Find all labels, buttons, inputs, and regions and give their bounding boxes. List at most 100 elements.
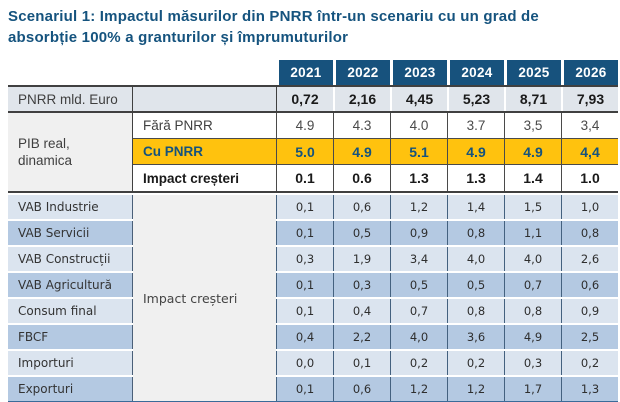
table-cell: 0,9 — [390, 221, 447, 245]
table-cell: 0,1 — [276, 221, 333, 245]
table-cell: 0,5 — [390, 273, 447, 297]
table-row-fara-pnrr: Fără PNRR 4.9 4.3 4.0 3.7 3,5 3,4 — [133, 113, 618, 139]
table-row-vab-agricultura: 0,1 0,3 0,5 0,5 0,7 0,6 — [276, 273, 618, 297]
table-cell: 2,16 — [333, 87, 390, 111]
table-cell: 3,4 — [561, 113, 618, 138]
table-header-row: 2021 2022 2023 2024 2025 2026 — [8, 60, 618, 85]
table-cell: 1,4 — [447, 195, 504, 219]
row-label-vab-servicii: VAB Servicii — [8, 221, 133, 245]
table-cell: 4,0 — [504, 247, 561, 271]
table-cell: 0.1 — [276, 165, 333, 191]
table-cell: 1.0 — [561, 165, 618, 191]
row-label-vab-agricultura: VAB Agricultură — [8, 273, 133, 297]
table-cell: 5.1 — [390, 139, 447, 164]
table-cell: 0,0 — [276, 351, 333, 375]
row-label-fara-pnrr: Fără PNRR — [143, 118, 213, 133]
table-cell: 0,2 — [390, 351, 447, 375]
table-cell: 8,71 — [504, 87, 561, 111]
table-cell: 1,2 — [447, 377, 504, 401]
table-cell: 1,2 — [390, 377, 447, 401]
header-spacer — [8, 60, 276, 85]
table-cell: 4,0 — [390, 325, 447, 349]
table-cell: 0,3 — [333, 273, 390, 297]
impact-group-values: 0,1 0,6 1,2 1,4 1,5 1,0 0,1 0,5 0,9 0,8 … — [276, 195, 618, 401]
year-header-2023: 2023 — [390, 60, 447, 85]
table-row-importuri: 0,0 0,1 0,2 0,2 0,3 0,2 — [276, 351, 618, 375]
table-cell: 0,6 — [333, 377, 390, 401]
table-cell: 0,8 — [447, 299, 504, 323]
table-cell: 0,8 — [561, 221, 618, 245]
impact-group-labels: VAB Industrie VAB Servicii VAB Construcț… — [8, 195, 133, 401]
table-cell: 0,4 — [333, 299, 390, 323]
row-label-vab-industrie: VAB Industrie — [8, 195, 133, 219]
table-cell: 5,23 — [447, 87, 504, 111]
table-cell: 4,4 — [561, 139, 618, 164]
table-cell: 1,3 — [561, 377, 618, 401]
table-cell: 0,5 — [333, 221, 390, 245]
table-cell: 1,2 — [390, 195, 447, 219]
table-cell: 4.9 — [276, 113, 333, 138]
group-label-pib: PIB real, dinamica — [8, 113, 133, 191]
table-cell: 0,7 — [504, 273, 561, 297]
row-label-importuri: Importuri — [8, 351, 133, 375]
table-cell: 2,6 — [561, 247, 618, 271]
table-cell: 2,5 — [561, 325, 618, 349]
pnrr-impact-table: 2021 2022 2023 2024 2025 2026 PNRR mld. … — [8, 60, 618, 402]
impact-group: VAB Industrie VAB Servicii VAB Construcț… — [8, 195, 618, 401]
table-cell: 5.0 — [276, 139, 333, 164]
table-cell: 7,93 — [561, 87, 618, 111]
table-cell: 0,7 — [390, 299, 447, 323]
table-cell: 4.9 — [504, 139, 561, 164]
row-label-pnrr-mld-euro: PNRR mld. Euro — [8, 87, 133, 111]
table-cell: 4.9 — [333, 139, 390, 164]
table-cell: 1.3 — [390, 165, 447, 191]
table-cell: 1.4 — [504, 165, 561, 191]
pib-group: PIB real, dinamica Fără PNRR 4.9 4.3 4.0… — [8, 113, 618, 193]
table-cell: 3,6 — [447, 325, 504, 349]
table-cell: 3.7 — [447, 113, 504, 138]
table-row-vab-servicii: 0,1 0,5 0,9 0,8 1,1 0,8 — [276, 221, 618, 245]
table-cell: 0,5 — [447, 273, 504, 297]
table-cell: 4,9 — [504, 325, 561, 349]
table-cell: 0,2 — [561, 351, 618, 375]
year-header-2024: 2024 — [447, 60, 504, 85]
table-cell: 4,45 — [390, 87, 447, 111]
table-cell: 0,8 — [504, 299, 561, 323]
year-header-2022: 2022 — [333, 60, 390, 85]
table-row-impact-cresteri-pib: Impact creșteri 0.1 0.6 1.3 1.3 1.4 1.0 — [133, 165, 618, 191]
table-row-pnrr-mld-euro: PNRR mld. Euro 0,72 2,16 4,45 5,23 8,71 … — [8, 85, 618, 113]
table-row-exporturi: 0,1 0,6 1,2 1,2 1,7 1,3 — [276, 377, 618, 401]
table-cell: 0,1 — [276, 377, 333, 401]
table-cell: 4.0 — [390, 113, 447, 138]
table-cell: 3,5 — [504, 113, 561, 138]
table-cell: 0,1 — [276, 299, 333, 323]
table-cell: 1,9 — [333, 247, 390, 271]
table-cell: 0,2 — [447, 351, 504, 375]
table-row-fbcf: 0,4 2,2 4,0 3,6 4,9 2,5 — [276, 325, 618, 349]
table-cell: 0,72 — [276, 87, 333, 111]
year-header-2025: 2025 — [504, 60, 561, 85]
pib-sub-rows: Fără PNRR 4.9 4.3 4.0 3.7 3,5 3,4 Cu PNR… — [133, 113, 618, 191]
table-cell: 4.9 — [447, 139, 504, 164]
table-cell: 0.6 — [333, 165, 390, 191]
row-label-impact-cresteri: Impact creșteri — [143, 170, 240, 186]
table-cell: 1.3 — [447, 165, 504, 191]
table-cell: 1,5 — [504, 195, 561, 219]
year-header-2021: 2021 — [276, 60, 333, 85]
group-label-pib-text: PIB real, dinamica — [18, 136, 73, 168]
table-cell: 0,3 — [504, 351, 561, 375]
table-cell: 0,8 — [447, 221, 504, 245]
table-cell: 2,2 — [333, 325, 390, 349]
table-cell: 0,4 — [276, 325, 333, 349]
group-label-impact-cresteri: Impact creșteri — [133, 195, 276, 401]
row-label-vab-constructii: VAB Construcții — [8, 247, 133, 271]
empty-cell — [133, 87, 276, 111]
table-row-cu-pnrr-highlighted: Cu PNRR 5.0 4.9 5.1 4.9 4.9 4,4 — [133, 139, 618, 165]
table-cell: 0,1 — [333, 351, 390, 375]
table-cell: 1,1 — [504, 221, 561, 245]
table-cell: 4.3 — [333, 113, 390, 138]
table-cell: 0,3 — [276, 247, 333, 271]
table-cell: 0,1 — [276, 273, 333, 297]
table-cell: 0,9 — [561, 299, 618, 323]
